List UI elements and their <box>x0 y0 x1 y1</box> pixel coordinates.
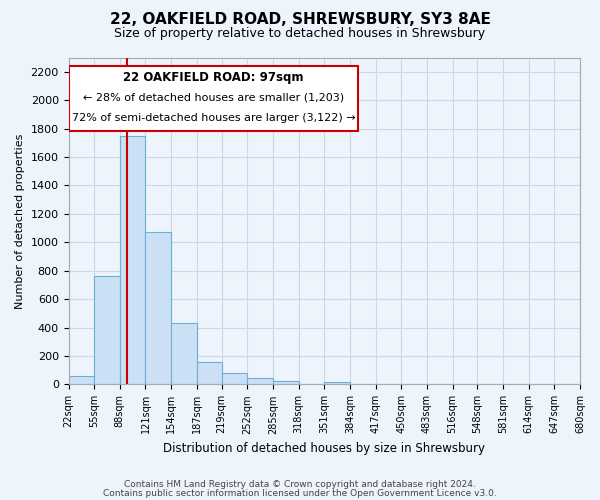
Text: Contains public sector information licensed under the Open Government Licence v3: Contains public sector information licen… <box>103 489 497 498</box>
Text: 72% of semi-detached houses are larger (3,122) →: 72% of semi-detached houses are larger (… <box>71 113 355 123</box>
Bar <box>247 378 273 384</box>
Y-axis label: Number of detached properties: Number of detached properties <box>15 134 25 308</box>
Bar <box>324 382 350 384</box>
Bar <box>94 276 120 384</box>
Text: Size of property relative to detached houses in Shrewsbury: Size of property relative to detached ho… <box>115 28 485 40</box>
FancyBboxPatch shape <box>70 66 358 131</box>
Bar <box>221 373 247 384</box>
Text: 22 OAKFIELD ROAD: 97sqm: 22 OAKFIELD ROAD: 97sqm <box>123 71 304 84</box>
Bar <box>145 232 171 384</box>
Bar <box>273 381 299 384</box>
Bar <box>171 324 197 384</box>
Text: ← 28% of detached houses are smaller (1,203): ← 28% of detached houses are smaller (1,… <box>83 92 344 102</box>
Text: 22, OAKFIELD ROAD, SHREWSBURY, SY3 8AE: 22, OAKFIELD ROAD, SHREWSBURY, SY3 8AE <box>110 12 490 28</box>
X-axis label: Distribution of detached houses by size in Shrewsbury: Distribution of detached houses by size … <box>163 442 485 455</box>
Bar <box>120 136 145 384</box>
Bar <box>197 362 221 384</box>
Bar <box>68 376 94 384</box>
Text: Contains HM Land Registry data © Crown copyright and database right 2024.: Contains HM Land Registry data © Crown c… <box>124 480 476 489</box>
